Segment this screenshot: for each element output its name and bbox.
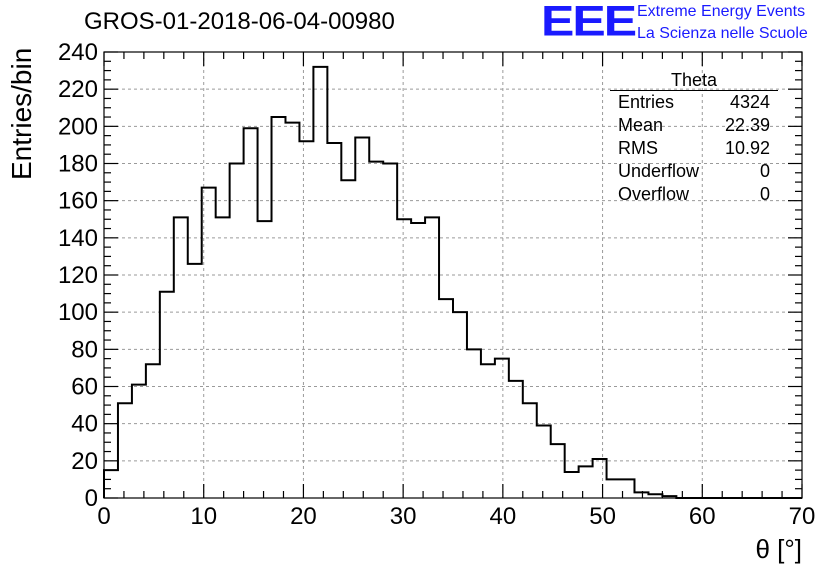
histogram-bin — [439, 299, 453, 498]
y-tick-label: 160 — [58, 188, 98, 215]
grid-lines — [104, 52, 802, 498]
x-tick-label: 50 — [589, 503, 616, 530]
stats-label: Overflow — [618, 184, 690, 204]
x-tick-label: 70 — [789, 503, 816, 530]
y-tick-label: 20 — [71, 448, 98, 475]
y-tick-label: 140 — [58, 225, 98, 252]
y-tick-label: 240 — [58, 39, 98, 66]
histogram-bin — [104, 470, 118, 498]
stats-title: Theta — [610, 70, 778, 91]
y-tick-label: 60 — [71, 374, 98, 401]
histogram-bin — [523, 403, 537, 498]
stats-box: Theta Entries 4324 Mean 22.39 RMS 10.92 … — [610, 70, 778, 206]
histogram-bin — [509, 381, 523, 498]
histogram-bin — [202, 188, 216, 498]
histogram-bin — [230, 164, 244, 499]
histogram-bin — [565, 472, 579, 498]
stats-value: 10.92 — [724, 138, 770, 158]
stats-row-rms: RMS 10.92 — [610, 137, 778, 160]
stats-row-underflow: Underflow 0 — [610, 160, 778, 183]
eee-logo: EEE — [541, 0, 637, 46]
histogram-bin — [579, 466, 593, 498]
stats-value: 22.39 — [724, 115, 770, 135]
histogram-bin — [327, 143, 341, 498]
stats-row-entries: Entries 4324 — [610, 91, 778, 114]
histogram-bin — [174, 217, 188, 498]
histogram-bin — [593, 459, 607, 498]
logo-line-2: La Scienza nelle Scuole — [637, 25, 808, 42]
histogram-bin — [537, 426, 551, 498]
x-tick-label: 60 — [689, 503, 716, 530]
histogram-bin — [411, 223, 425, 498]
histogram-outline — [103, 65, 802, 499]
stats-value: 0 — [759, 184, 770, 204]
y-tick-label: 80 — [71, 336, 98, 363]
x-tick-label: 30 — [390, 503, 417, 530]
logo-line-1: Extreme Energy Events — [637, 3, 806, 20]
histogram-bin — [383, 164, 397, 499]
y-tick-label: 200 — [58, 113, 98, 140]
x-tick-label: 10 — [190, 503, 217, 530]
histogram-bin — [425, 217, 439, 498]
y-tick-label: 220 — [58, 76, 98, 103]
axis-tick-labels: 0 10 20 30 40 50 60 70 0 20 40 60 80 100 120 140 160 180 2… — [58, 39, 815, 530]
histogram-bin — [299, 141, 313, 498]
y-tick-label: 40 — [71, 411, 98, 438]
stats-label: Mean — [618, 115, 664, 135]
run-title: GROS-01-2018-06-04-00980 — [84, 8, 395, 35]
stats-row-overflow: Overflow 0 — [610, 183, 778, 206]
axis-ticks — [103, 51, 803, 499]
y-tick-label: 100 — [58, 299, 98, 326]
histogram-bin — [481, 364, 495, 498]
histogram-bin — [132, 385, 146, 498]
histogram-bin — [118, 403, 132, 498]
histogram-bin — [551, 444, 565, 498]
histogram-bin — [188, 264, 202, 498]
histogram-bin — [495, 359, 509, 498]
histogram-bin — [272, 117, 286, 498]
histogram-bin — [453, 312, 467, 498]
x-tick-label: 20 — [290, 503, 317, 530]
histogram-bin — [634, 492, 648, 498]
histogram-bin — [607, 479, 621, 498]
histogram-bin — [341, 180, 355, 498]
y-tick-label: 120 — [58, 262, 98, 289]
y-tick-label: 0 — [85, 485, 98, 512]
histogram-bin — [244, 128, 258, 498]
histogram-bin — [467, 349, 481, 498]
y-axis-label: Entries/bin — [6, 47, 37, 180]
histogram-bin — [313, 67, 327, 498]
histogram-bin — [216, 217, 230, 498]
histogram-bin — [258, 221, 272, 498]
histogram-bin — [146, 364, 160, 498]
histogram-bin — [355, 137, 369, 498]
stats-value: 4324 — [729, 92, 770, 112]
stats-row-mean: Mean 22.39 — [610, 114, 778, 137]
stats-label: Entries — [618, 92, 675, 112]
histogram-bars — [103, 65, 802, 499]
stats-value: 0 — [759, 161, 770, 181]
stats-label: Underflow — [618, 161, 700, 181]
y-tick-label: 180 — [58, 151, 98, 178]
x-tick-label: 40 — [490, 503, 517, 530]
histogram-bin — [160, 292, 174, 498]
histogram-bin — [285, 123, 299, 498]
x-tick-label: 0 — [97, 503, 110, 530]
x-axis-label: θ [°] — [755, 534, 802, 564]
histogram-bin — [369, 162, 383, 498]
stats-label: RMS — [618, 138, 658, 158]
histogram-bin — [397, 219, 411, 498]
